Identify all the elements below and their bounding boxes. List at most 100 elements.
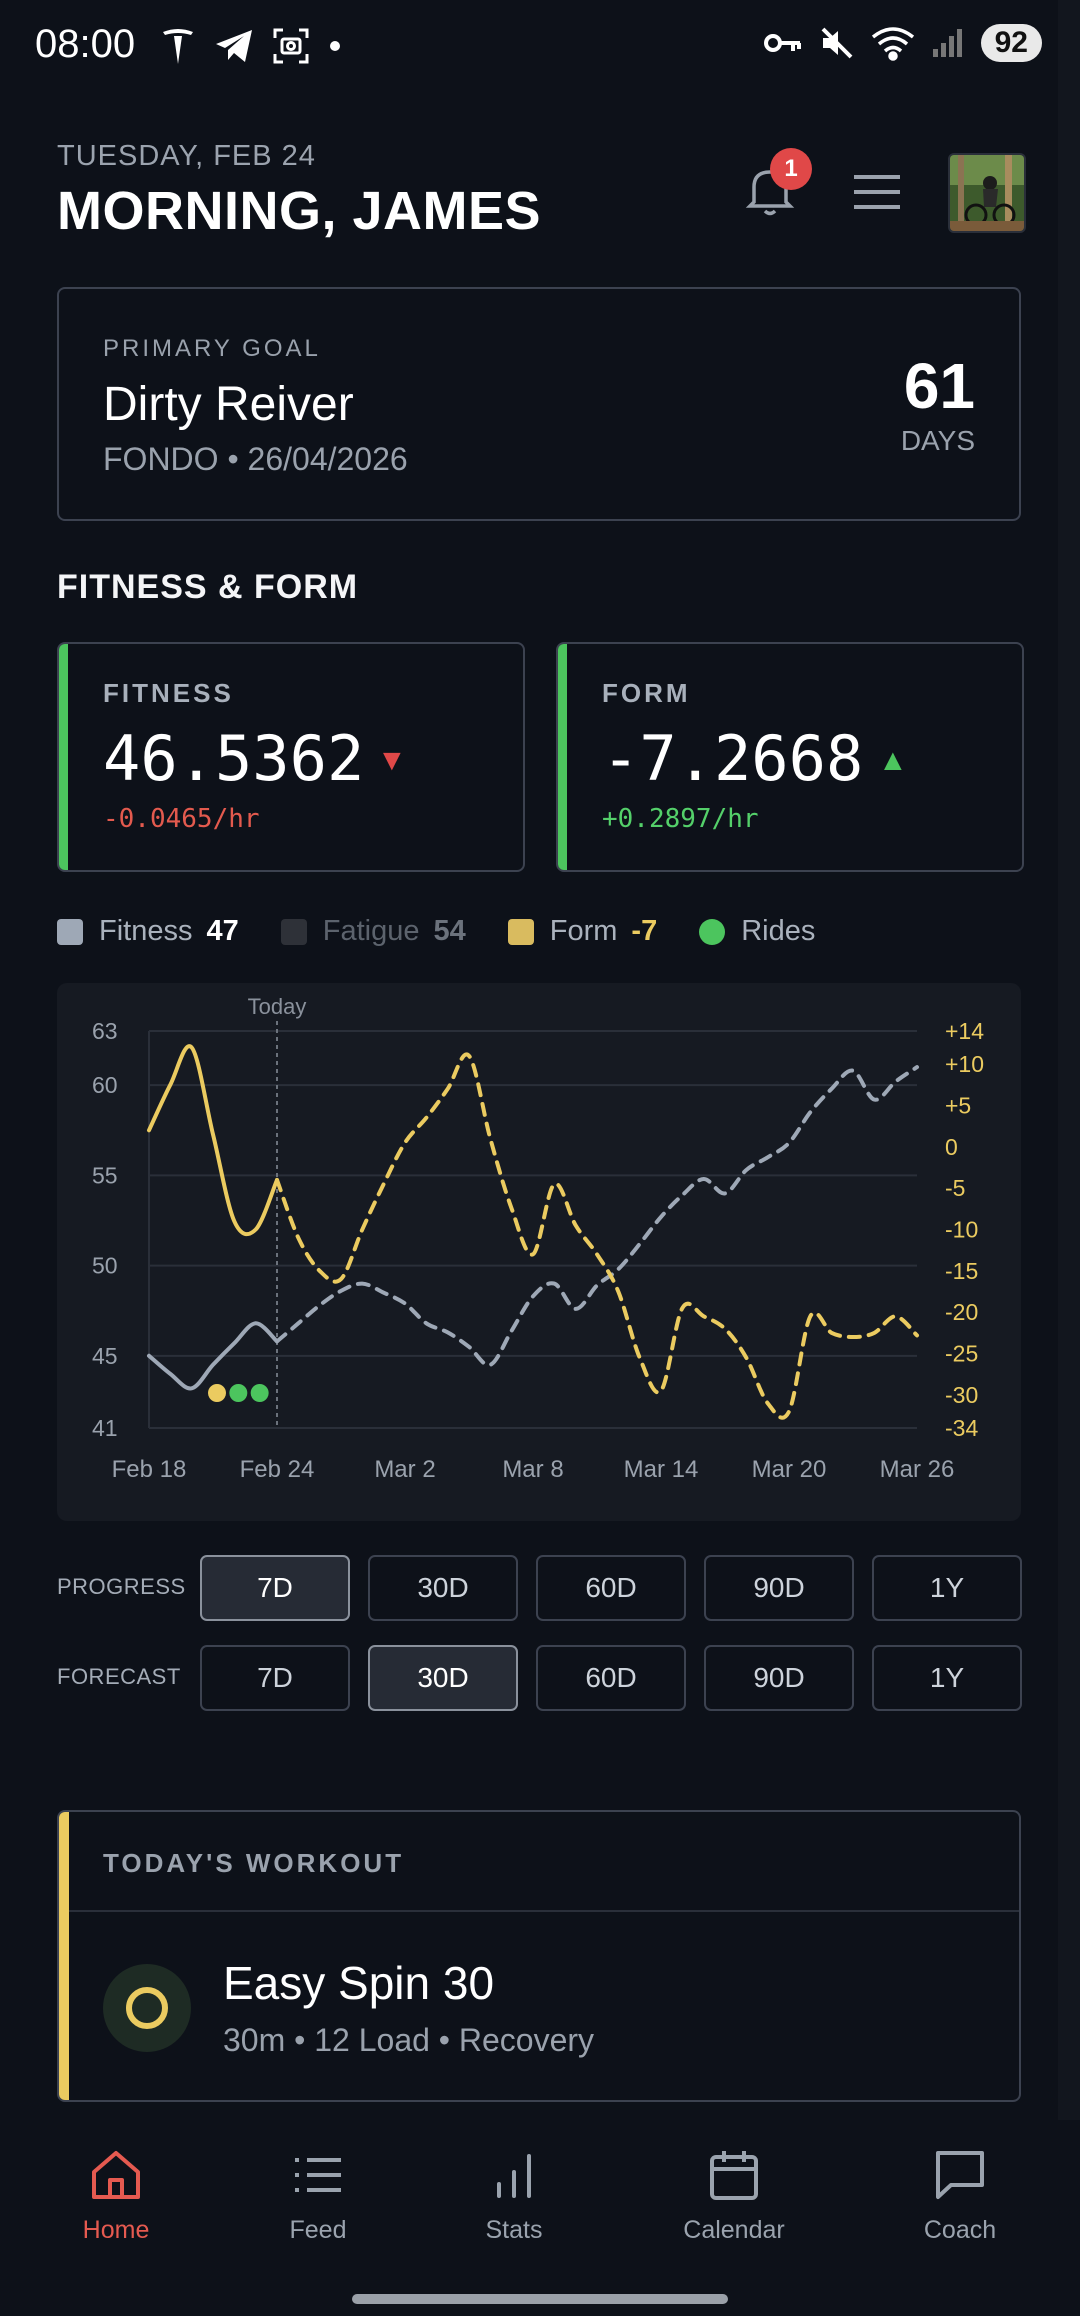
progress-option-90d[interactable]: 90D <box>704 1555 854 1621</box>
status-time: 08:00 <box>35 22 136 66</box>
status-left-icons <box>160 26 342 66</box>
x-tick-label: Feb 18 <box>112 1456 187 1483</box>
mute-icon <box>821 27 853 59</box>
avatar[interactable] <box>948 153 1026 233</box>
nav-coach[interactable]: Coach <box>880 2140 1040 2245</box>
down-arrow-icon: ▼ <box>377 744 407 777</box>
ride-marker <box>227 1382 250 1404</box>
forecast-option-90d[interactable]: 90D <box>704 1645 854 1711</box>
todays-workout-card[interactable]: TODAY'S WORKOUT Easy Spin 30 30m • 12 Lo… <box>57 1810 1021 2102</box>
progress-option-1y[interactable]: 1Y <box>872 1555 1022 1621</box>
forecast-option-7d[interactable]: 7D <box>200 1645 350 1711</box>
progress-label: PROGRESS <box>57 1574 186 1599</box>
chart-canvas: 63 60 55 50 45 41 +14 +10 +5 0 -5 -10 -15 -20 -25 -30 -3… <box>92 994 984 1483</box>
form-value: -7.2668 <box>602 722 864 795</box>
workout-divider <box>69 1910 1019 1912</box>
ride-marker <box>248 1382 271 1404</box>
forecast-option-1y[interactable]: 1Y <box>872 1645 1022 1711</box>
y-left-tick-label: 63 <box>92 1018 118 1044</box>
fitness-metric-card[interactable]: FITNESS 46.5362 ▼ -0.0465/hr <box>57 642 525 872</box>
home-icon <box>92 2151 140 2199</box>
today-label: Today <box>248 994 307 1019</box>
legend-form-value: -7 <box>631 915 658 947</box>
legend-form[interactable]: Form -7 <box>507 915 658 948</box>
y-left-tick-label: 45 <box>92 1343 118 1369</box>
legend-rides-label: Rides <box>741 915 816 947</box>
y-right-tick-label: -10 <box>945 1217 978 1243</box>
up-arrow-icon: ▲ <box>878 744 908 777</box>
fitness-history-line <box>147 1321 279 1391</box>
form-accent-bar <box>558 644 567 870</box>
goal-label: PRIMARY GOAL <box>103 335 321 362</box>
forecast-label: FORECAST <box>57 1664 181 1689</box>
nav-calendar[interactable]: Calendar <box>654 2140 814 2245</box>
dot-icon <box>330 41 340 51</box>
form-metric-card[interactable]: FORM -7.2668 ▲ +0.2897/hr <box>556 642 1024 872</box>
y-left-tick-label: 41 <box>92 1415 118 1441</box>
chat-icon <box>936 2151 984 2199</box>
goal-title: Dirty Reiver <box>103 378 354 431</box>
menu-icon[interactable] <box>852 172 902 212</box>
nav-feed-label: Feed <box>289 2216 347 2244</box>
list-icon <box>295 2158 341 2192</box>
fitness-form-chart[interactable]: 63 60 55 50 45 41 +14 +10 +5 0 -5 -10 -15 -20 -25 -30 -3… <box>57 983 1021 1521</box>
fitness-accent-bar <box>59 644 68 870</box>
legend-fatigue-swatch <box>280 918 307 945</box>
workout-accent-bar <box>59 1812 69 2100</box>
nav-stats[interactable]: Stats <box>434 2140 594 2245</box>
y-left-tick-label: 60 <box>92 1072 118 1098</box>
nav-feed[interactable]: Feed <box>238 2140 398 2245</box>
form-forecast-line <box>275 1052 919 1420</box>
y-right-tick-label: +10 <box>945 1051 984 1077</box>
y-right-tick-label: -30 <box>945 1382 978 1408</box>
bottom-navigation: Home Feed Stats Calendar <box>0 2120 1080 2316</box>
x-tick-label: Mar 14 <box>624 1456 699 1483</box>
chart-legend: Fitness 47 Fatigue 54 Form -7 Rides <box>57 915 857 948</box>
legend-rides-swatch <box>699 918 726 945</box>
legend-form-label: Form <box>549 915 618 947</box>
progress-option-30d[interactable]: 30D <box>368 1555 518 1621</box>
section-title-fitness-form: FITNESS & FORM <box>57 568 359 606</box>
window-edge <box>1058 0 1080 2316</box>
goal-days-count: 61 <box>903 350 975 422</box>
workout-subtitle: 30m • 12 Load • Recovery <box>223 2022 595 2058</box>
legend-form-swatch <box>507 918 534 945</box>
legend-fatigue-value: 54 <box>433 915 466 947</box>
tesla-icon <box>163 29 193 64</box>
legend-rides[interactable]: Rides <box>699 915 815 948</box>
workout-title: Easy Spin 30 <box>223 1957 495 2009</box>
goal-subtitle: FONDO • 26/04/2026 <box>103 441 408 477</box>
home-indicator <box>352 2294 728 2304</box>
x-tick-label: Mar 8 <box>502 1456 563 1483</box>
legend-fatigue[interactable]: Fatigue 54 <box>280 915 466 948</box>
x-tick-label: Mar 20 <box>752 1456 827 1483</box>
y-right-tick-label: -20 <box>945 1299 978 1325</box>
workout-label: TODAY'S WORKOUT <box>103 1848 405 1878</box>
legend-fitness-value: 47 <box>206 915 239 947</box>
primary-goal-card[interactable]: PRIMARY GOAL Dirty Reiver FONDO • 26/04/… <box>57 287 1021 521</box>
nav-coach-label: Coach <box>923 2216 997 2244</box>
form-label: FORM <box>602 678 691 708</box>
legend-fatigue-label: Fatigue <box>322 915 420 947</box>
y-right-tick-label: +5 <box>945 1092 971 1118</box>
forecast-option-30d[interactable]: 30D <box>368 1645 518 1711</box>
fitness-value: 46.5362 <box>103 722 365 795</box>
key-icon <box>763 34 801 52</box>
legend-fitness-label: Fitness <box>99 915 193 947</box>
greeting-title: MORNING, JAMES <box>57 181 542 241</box>
fitness-forecast-line <box>275 1065 919 1368</box>
progress-option-7d[interactable]: 7D <box>200 1555 350 1621</box>
y-right-tick-label: 0 <box>945 1134 958 1160</box>
goal-days-label: DAYS <box>900 425 975 456</box>
legend-fitness[interactable]: Fitness 47 <box>57 915 239 948</box>
wifi-icon <box>871 27 914 61</box>
x-tick-label: Mar 2 <box>374 1456 435 1483</box>
forecast-option-60d[interactable]: 60D <box>536 1645 686 1711</box>
y-right-tick-label: -34 <box>945 1415 978 1441</box>
nav-home[interactable]: Home <box>36 2140 196 2245</box>
y-right-tick-label: +14 <box>945 1018 984 1044</box>
y-right-tick-label: -5 <box>945 1175 965 1201</box>
progress-option-60d[interactable]: 60D <box>536 1555 686 1621</box>
fitness-rate: -0.0465/hr <box>103 804 260 834</box>
nav-calendar-label: Calendar <box>683 2216 785 2244</box>
